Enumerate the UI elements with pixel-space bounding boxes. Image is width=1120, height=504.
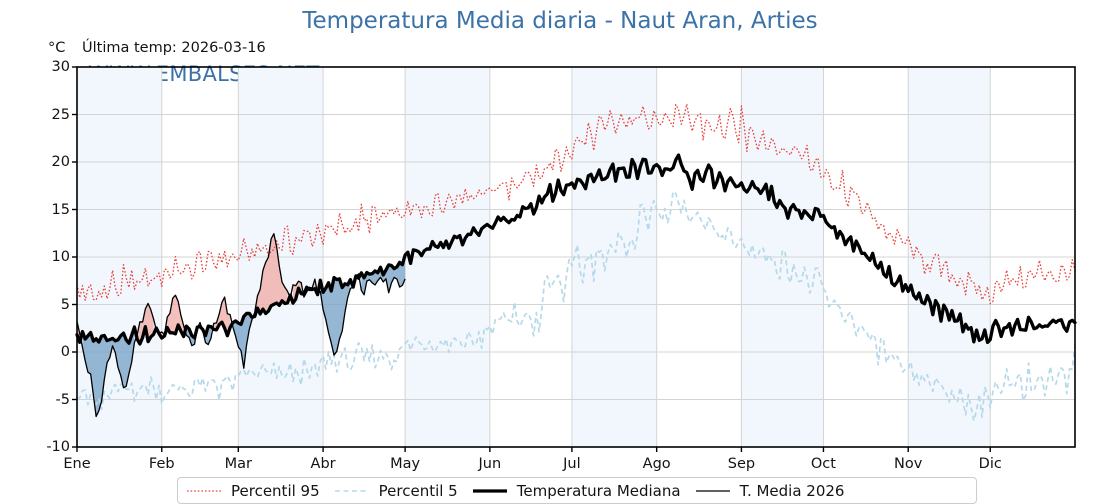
legend-item-temperatura-mediana[interactable]: Temperatura Mediana (472, 482, 681, 500)
series-t-media-2026 (76, 233, 406, 418)
page-title: Temperatura Media diaria - Naut Aran, Ar… (302, 8, 818, 34)
x-tick-label-feb: Feb (148, 456, 175, 472)
series-percentil-5 (76, 190, 1076, 422)
y-tick-label: 5 (60, 296, 70, 313)
last-temperature-subtitle: Última temp: 2026-03-16 (82, 40, 266, 56)
warm-anomaly-fill (254, 233, 288, 317)
y-tick-label: 30 (51, 59, 70, 75)
y-tick-label: -10 (46, 439, 70, 455)
series-percentil-95 (76, 103, 1076, 305)
legend-swatch-icon (472, 484, 508, 498)
y-tick-label: 20 (51, 154, 70, 170)
x-tick-label-jun: Jun (478, 456, 502, 472)
legend-swatch-icon (186, 484, 222, 498)
x-tick-label-sep: Sep (727, 456, 756, 472)
y-tick-label: 10 (51, 249, 70, 265)
y-tick-label: -5 (55, 391, 70, 408)
x-tick-label-jul: Jul (563, 456, 581, 472)
x-tick-label-dic: Dic (978, 456, 1002, 472)
warm-anomaly-fill (137, 303, 154, 344)
y-tick-label: 25 (51, 106, 70, 123)
x-tick-label-oct: Oct (810, 456, 836, 472)
legend-label: T. Media 2026 (739, 481, 845, 500)
y-tick-label: 15 (51, 201, 70, 218)
legend-swatch-icon (695, 484, 731, 498)
y-axis-unit-label: °C (48, 40, 66, 56)
cold-anomaly-fill (320, 277, 351, 356)
legend-item-percentil-95[interactable]: Percentil 95 (186, 482, 320, 500)
cold-anomaly-fill (232, 313, 252, 369)
series-temperatura-mediana (75, 153, 1077, 346)
legend-swatch-icon (334, 484, 370, 498)
legend-label: Percentil 95 (231, 481, 320, 500)
y-tick-label: 0 (60, 344, 70, 360)
legend-item-t-media-2026[interactable]: T. Media 2026 (695, 481, 845, 500)
x-tick-label-may: May (390, 456, 421, 472)
legend-label: Temperatura Mediana (516, 481, 681, 500)
cold-anomaly-fill (82, 326, 135, 417)
x-tick-label-ago: Ago (642, 456, 671, 472)
y-axis-tick-labels: 30 25 20 15 10 5 0 -5 -10 (0, 0, 70, 500)
x-tick-label-abr: Abr (310, 456, 336, 472)
x-tick-label-ene: Ene (63, 456, 91, 472)
warm-anomaly-fill (159, 295, 184, 339)
legend-item-percentil-5[interactable]: Percentil 5 (334, 482, 458, 500)
x-tick-label-nov: Nov (894, 456, 923, 472)
legend-label: Percentil 5 (378, 481, 458, 500)
x-tick-label-mar: Mar (224, 456, 252, 472)
